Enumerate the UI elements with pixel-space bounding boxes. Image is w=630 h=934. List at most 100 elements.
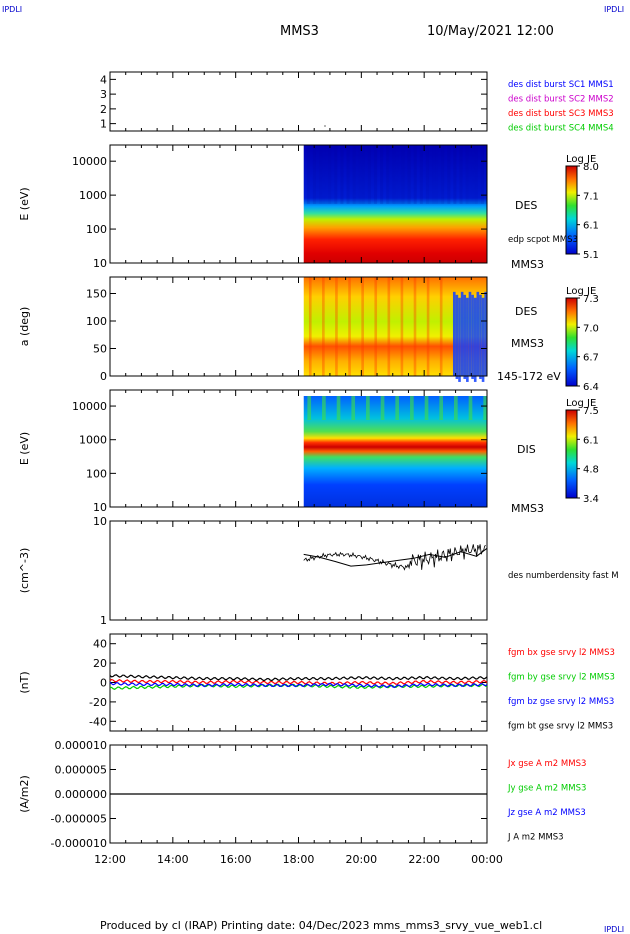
spectrogram-stripe	[468, 291, 472, 376]
y-tick-label: 10	[93, 515, 107, 528]
colorbar-tick-label: 7.3	[583, 294, 599, 305]
spectrogram-stripe	[398, 145, 402, 204]
colorbar-tick-label: 7.0	[583, 323, 599, 334]
spectrogram-stripe	[401, 145, 405, 204]
spectrogram-stripe	[358, 145, 362, 204]
colorbar-tick-label: 7.5	[583, 406, 599, 417]
side-label: DES	[515, 305, 537, 318]
spectrogram-stripe	[380, 145, 384, 204]
spectrogram-stripe	[361, 145, 365, 204]
spectrogram-stripe	[416, 145, 420, 204]
y-tick-label: 0.000005	[55, 764, 108, 777]
y-axis-label: E (eV)	[18, 432, 31, 465]
spectrogram-stripe	[336, 396, 341, 420]
legend-entry: Jx gse A m2 MMS3	[507, 759, 586, 769]
side-label: 145-172 eV	[497, 370, 561, 383]
colorbar-tick-label: 8.0	[583, 162, 599, 173]
spectrogram-stripe	[466, 297, 469, 382]
y-tick-label: 0	[100, 677, 107, 690]
spectrogram-stripe	[361, 277, 364, 376]
colorbar	[565, 165, 578, 255]
colorbar-tick-label: 6.1	[583, 221, 599, 232]
spectrogram-stripe	[447, 145, 451, 204]
y-tick-label: 2	[100, 103, 107, 116]
x-tick-label: 14:00	[157, 853, 189, 866]
legend-entry: fgm bt gse srvy l2 MMS3	[508, 722, 613, 732]
spectrogram-stripe	[463, 294, 467, 379]
spectrogram-stripe	[349, 145, 353, 204]
spectrogram-stripe	[308, 277, 312, 376]
side-label: edp scpot MMS3	[508, 235, 578, 245]
spectrogram-stripe	[425, 145, 429, 204]
spectrogram-stripe	[352, 145, 356, 204]
y-tick-label: 100	[86, 467, 107, 480]
spectrogram-stripe	[325, 145, 329, 204]
spectrogram-stripe	[307, 396, 312, 420]
y-tick-label: 10000	[72, 155, 107, 168]
legend-entry: des numberdensity fast M	[508, 571, 619, 581]
spectrogram-stripe	[319, 145, 323, 204]
spectrogram-stripe	[473, 297, 477, 382]
spectrogram	[303, 145, 487, 263]
panel-frame	[109, 71, 488, 132]
spectrogram-stripe	[346, 145, 350, 204]
spectrogram-stripe	[468, 396, 473, 420]
spectrogram-stripe	[439, 277, 443, 376]
y-axis-label: a (deg)	[18, 307, 31, 347]
spectrogram-stripe	[413, 277, 417, 376]
spectrogram-stripe	[428, 145, 433, 204]
y-tick-label: 1	[100, 118, 107, 131]
y-tick-label: 0.000000	[55, 788, 108, 801]
spectrogram-stripe	[331, 145, 335, 204]
spectrogram-stripe	[479, 294, 482, 379]
y-tick-label: 100	[86, 315, 107, 328]
y-tick-label: 20	[93, 657, 107, 670]
legend-entry: fgm bz gse srvy l2 MMS3	[508, 697, 614, 707]
spectrogram-stripe	[468, 145, 472, 204]
colorbar-tick-label: 3.4	[583, 494, 599, 505]
side-label: MMS3	[511, 502, 544, 515]
colorbar-tick-label: 6.1	[583, 435, 599, 446]
spectrogram-stripe	[465, 145, 469, 204]
legend-entry: des dist burst SC4 MMS4	[508, 124, 614, 134]
legend-entry: fgm by gse srvy l2 MMS3	[508, 673, 615, 683]
panel-frame	[109, 633, 488, 732]
spectrogram-stripe	[303, 145, 307, 204]
spectrogram-stripe	[456, 145, 460, 204]
spectrogram-stripe	[471, 145, 475, 204]
spectrogram-stripe	[367, 145, 371, 204]
header-datetime: 10/May/2021 12:00	[427, 24, 554, 39]
y-tick-label: -0.000005	[51, 813, 107, 826]
spectrogram-stripe	[322, 396, 326, 420]
panel-frame	[109, 520, 488, 621]
spectrogram-stripe	[392, 145, 396, 204]
spectrogram-stripe	[380, 396, 385, 420]
corner-label: IPDLI	[604, 5, 624, 14]
colorbar-tick-label: 6.4	[583, 382, 599, 393]
spectrogram-stripe	[334, 145, 338, 204]
y-tick-label: -20	[89, 696, 107, 709]
colorbar-tick-label: 4.8	[583, 465, 599, 476]
spectrogram-stripe	[400, 277, 404, 376]
colorbar	[565, 297, 578, 387]
y-tick-label: 4	[100, 73, 107, 86]
y-tick-label: 100	[86, 223, 107, 236]
spectrogram-stripe	[454, 396, 458, 420]
y-tick-label: 1000	[79, 189, 107, 202]
side-label: MMS3	[511, 337, 544, 350]
corner-label: IPDLI	[604, 925, 624, 934]
colorbar	[565, 409, 578, 499]
spectrogram-stripe	[374, 277, 378, 376]
y-tick-label: 3	[100, 88, 107, 101]
legend-entry: Jz gse A m2 MMS3	[507, 808, 586, 818]
spectrogram-stripe	[453, 145, 457, 204]
spectrogram-stripe	[395, 396, 400, 420]
spectrogram-stripe	[460, 291, 464, 376]
spectrogram-stripe	[458, 297, 461, 382]
spectrogram-stripe	[422, 145, 426, 204]
spectrogram-stripe	[455, 294, 459, 379]
spectrogram-stripe	[348, 277, 351, 376]
spectrogram-stripe	[322, 277, 325, 376]
colorbar-tick-label: 5.1	[583, 250, 599, 261]
spectrogram-stripe	[407, 145, 411, 204]
